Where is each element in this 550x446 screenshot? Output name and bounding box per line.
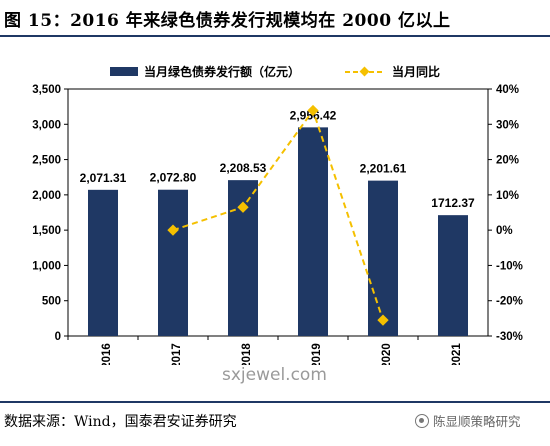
bar-value-label: 1712.37 [431, 196, 475, 210]
x-tick-label: 2018 [241, 343, 253, 365]
title-divider [0, 35, 550, 37]
x-tick-label: 2016 [101, 343, 113, 365]
right-tick-label: 20% [496, 155, 519, 167]
chart-title: 图 15：2016 年来绿色债券发行规模均在 2000 亿以上 [4, 11, 451, 31]
legend-line-label: 当月同比 [392, 64, 440, 79]
x-tick-label: 2020 [381, 343, 393, 365]
left-tick-label: 3,000 [32, 119, 61, 131]
wechat-icon [415, 413, 429, 428]
bar [368, 180, 398, 336]
plot-frame [67, 88, 489, 337]
x-axis: 2016 2017 2018 2019 2020 2021 [67, 88, 489, 365]
legend-line-marker [359, 66, 370, 77]
yoy-point [167, 224, 179, 236]
footer-divider [0, 401, 550, 403]
left-tick-label: 0 [55, 331, 61, 343]
left-tick-label: 1,500 [32, 225, 61, 237]
bars [88, 127, 468, 337]
right-tick-label: 10% [496, 190, 519, 202]
yoy-point [377, 314, 389, 326]
brand-label: 陈显顺策略研究 [433, 414, 521, 429]
legend: 当月绿色债券发行额（亿元） 当月同比 [110, 64, 440, 79]
right-tick-label: 0% [496, 225, 513, 237]
left-tick-label: 3,500 [32, 84, 61, 96]
yoy-line [167, 104, 389, 326]
bar-value-label: 2,201.61 [360, 162, 407, 176]
right-axis: -30% -20% -10% 0% 10% 20% 30% 40% [488, 84, 523, 343]
bar-value-label: 2,208.53 [220, 161, 267, 175]
bar [438, 215, 468, 336]
legend-bar-label: 当月绿色债券发行额（亿元） [144, 64, 300, 79]
left-tick-label: 2,000 [32, 190, 61, 202]
right-tick-label: 30% [496, 119, 519, 131]
yoy-point [237, 201, 249, 213]
right-tick-label: 40% [496, 84, 519, 96]
right-tick-label: -10% [496, 260, 523, 272]
left-tick-label: 500 [42, 296, 61, 308]
left-axis: 0 500 1,000 1,500 2,000 2,500 3,000 3,500 [32, 84, 68, 343]
bar [158, 189, 188, 336]
right-tick-label: -30% [496, 331, 523, 343]
legend-bar-swatch [110, 67, 138, 76]
brand: 陈显顺策略研究 [415, 411, 521, 430]
chart: 当月绿色债券发行额（亿元） 当月同比 0 500 1,000 1,500 2,000 2,… [32, 64, 523, 365]
x-tick-label: 2019 [311, 343, 323, 365]
bar [298, 127, 328, 337]
title-bar: 图 15：2016 年来绿色债券发行规模均在 2000 亿以上 [0, 0, 550, 34]
x-tick-label: 2017 [171, 343, 183, 365]
source-note: 数据来源：Wind，国泰君安证券研究 [4, 414, 237, 430]
left-tick-label: 2,500 [32, 155, 61, 167]
x-tick-label: 2021 [451, 343, 463, 365]
left-tick-label: 1,000 [32, 260, 61, 272]
bar-value-label: 2,071.31 [80, 171, 127, 185]
yoy-line-path [172, 108, 384, 321]
bar [88, 189, 118, 336]
right-tick-label: -20% [496, 296, 523, 308]
bar-value-label: 2,072.80 [150, 171, 197, 185]
watermark: sxjewel.com [222, 365, 327, 385]
